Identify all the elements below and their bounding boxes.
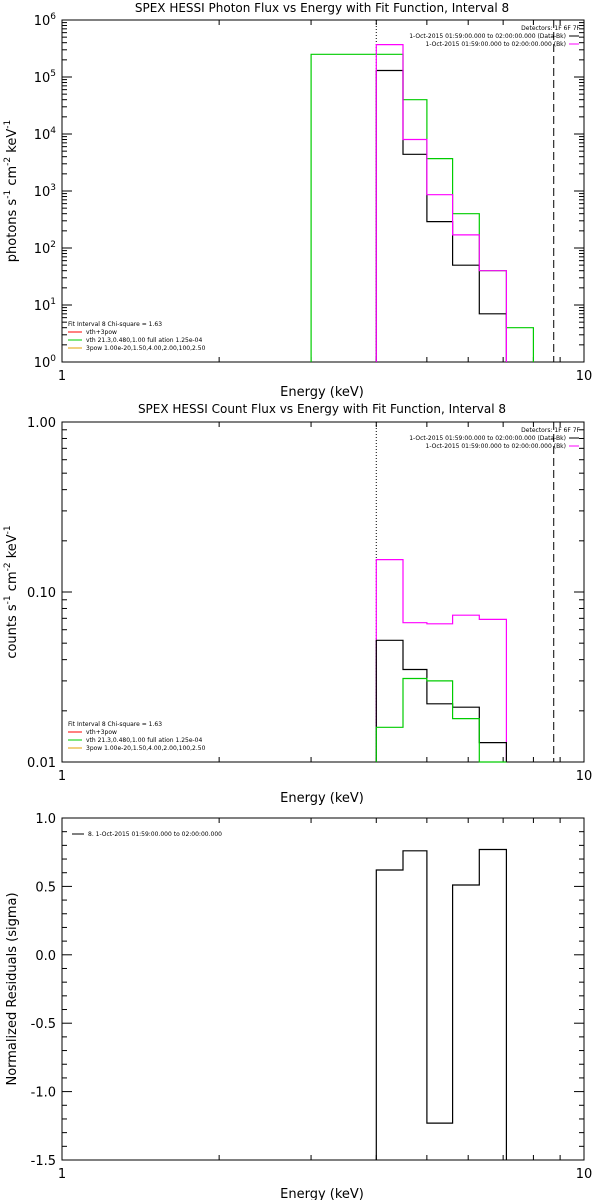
photon-flux-x-tick-label: 1 — [58, 369, 66, 384]
photon-flux-ylabel: photons s-1 cm-2 keV-1 — [3, 120, 20, 262]
photon-flux-x-tick-label: 10 — [576, 369, 593, 384]
count-flux-title: SPEX HESSI Count Flux vs Energy with Fit… — [138, 402, 506, 416]
count-flux-legend-tr-text: Detectors: 1F 6F 7F — [521, 427, 580, 434]
count-flux-x-tick-label: 10 — [576, 769, 593, 784]
residuals-y-tick-label: -0.5 — [31, 1017, 56, 1032]
count-flux-legend-bl-text: Fit Interval 8 Chi-square = 1.63 — [68, 721, 162, 728]
residuals-x-tick-label: 10 — [576, 1167, 593, 1182]
count-flux-panel: SPEX HESSI Count Flux vs Energy with Fit… — [3, 402, 592, 806]
residuals-y-tick-label: 0.0 — [35, 949, 56, 964]
count-flux-series-0 — [375, 559, 507, 762]
count-flux-xlabel: Energy (keV) — [280, 791, 364, 806]
residuals-axes-frame — [61, 817, 585, 1161]
residuals-y-tick-label: 0.5 — [35, 880, 56, 895]
photon-flux-xlabel: Energy (keV) — [280, 385, 364, 400]
photon-flux-legend-tr-text: 1-Oct-2015 01:59:00.000 to 02:00:00.000 … — [426, 41, 567, 48]
photon-flux-legend-bl-text: 3pow 1.00e-20,1.50,4.00,2.00,100,2.50 — [86, 345, 206, 352]
count-flux-y-tick-label: 1.00 — [27, 416, 56, 431]
count-flux-axes-frame — [61, 421, 585, 763]
residuals-y-tick-label: -1.5 — [31, 1154, 56, 1169]
residuals-panel: Energy (keV) 1 10 1.0 0.5 0.0 -0.5 -1.0 -1.5 Nor… — [5, 812, 592, 1200]
photon-flux-y-tick-label: 101 — [34, 297, 56, 314]
photon-flux-y-tick-label: 106 — [34, 12, 57, 29]
residuals-legend-tl-text: 8. 1-Oct-2015 01:59:00.000 to 02:00:00.0… — [88, 831, 222, 838]
photon-flux-legend-tr-text: 1-Oct-2015 01:59:00.000 to 02:00:00.000 … — [409, 33, 566, 40]
photon-flux-legend-bl-text: vth 21.3,0.480,1.00 full ation 1.25e-04 — [86, 337, 202, 344]
photon-flux-series-1 — [375, 69, 507, 362]
count-flux-legend-bl-text: 3pow 1.00e-20,1.50,4.00,2.00,100,2.50 — [86, 745, 206, 752]
count-flux-legend-bl-text: vth 21.3,0.480,1.00 full ation 1.25e-04 — [86, 737, 202, 744]
photon-flux-legend-tr-text: Detectors: 1F 6F 7F — [521, 25, 580, 32]
count-flux-ylabel: counts s-1 cm-2 keV-1 — [3, 525, 20, 658]
residuals-series-0 — [375, 848, 507, 1160]
photon-flux-y-tick-label: 103 — [34, 183, 56, 200]
count-flux-x-tick-label: 1 — [58, 769, 66, 784]
photon-flux-y-tick-label: 100 — [34, 354, 57, 371]
count-flux-legend-tr-text: 1-Oct-2015 01:59:00.000 to 02:00:00.000 … — [409, 435, 566, 442]
photon-flux-legend-bl-text: Fit Interval 8 Chi-square = 1.63 — [68, 321, 162, 328]
photon-flux-axes-frame — [61, 19, 585, 363]
count-flux-series-1 — [375, 639, 507, 762]
photon-flux-legend-bl-text: vth+3pow — [86, 329, 117, 336]
photon-flux-y-tick-label: 105 — [34, 69, 56, 86]
photon-flux-y-tick-label: 102 — [34, 240, 56, 257]
photon-flux-title: SPEX HESSI Photon Flux vs Energy with Fi… — [135, 1, 509, 15]
residuals-y-tick-label: 1.0 — [35, 812, 56, 827]
count-flux-legend-tr-text: 1-Oct-2015 01:59:00.000 to 02:00:00.000 … — [426, 443, 567, 450]
photon-flux-panel: SPEX HESSI Photon Flux vs Energy with Fi… — [3, 1, 592, 400]
count-flux-legend-bl-text: vth+3pow — [86, 729, 117, 736]
residuals-ylabel: Normalized Residuals (sigma) — [5, 892, 20, 1085]
count-flux-y-tick-label: 0.10 — [27, 586, 56, 601]
count-flux-series-2 — [375, 677, 507, 763]
photon-flux-series-2 — [375, 44, 507, 362]
photon-flux-series-0 — [310, 53, 534, 362]
photon-flux-y-tick-label: 104 — [34, 126, 57, 143]
residuals-y-tick-label: -1.0 — [31, 1086, 56, 1101]
count-flux-y-tick-label: 0.01 — [27, 756, 56, 771]
residuals-xlabel: Energy (keV) — [280, 1187, 364, 1200]
residuals-x-tick-label: 1 — [58, 1167, 66, 1182]
